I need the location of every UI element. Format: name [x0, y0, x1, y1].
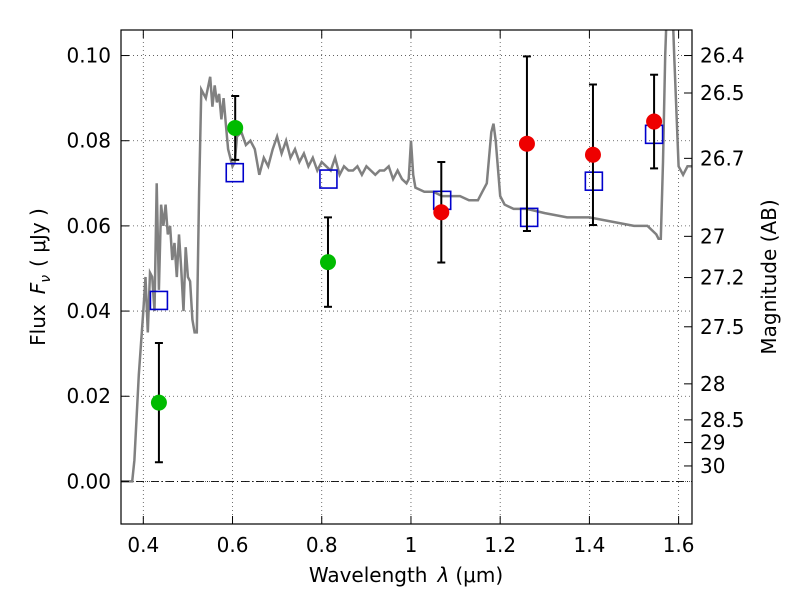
model-photometry-square [149, 290, 169, 311]
observed-flux-point [150, 394, 167, 411]
grid-lines [121, 30, 692, 524]
magnitude-tick-label: 26.7 [700, 146, 745, 170]
observed-flux-point [319, 254, 336, 271]
y-tick-label: 0.04 [66, 299, 111, 323]
y-tick-label: 0.08 [66, 129, 111, 153]
x-tick-label: 1.2 [484, 533, 516, 557]
y-tick-label: 0.10 [66, 44, 111, 68]
y-tick-label: 0.00 [66, 469, 111, 493]
x-tick-label: 1 [405, 533, 418, 557]
magnitude-axis-label: Magnitude (AB) [757, 199, 781, 354]
observed-flux-point [518, 135, 535, 152]
y-tick-label: 0.02 [66, 384, 111, 408]
magnitude-tick-label: 27.5 [700, 315, 745, 339]
y-tick-label: 0.06 [66, 214, 111, 238]
x-tick-label: 0.6 [217, 533, 249, 557]
observed-flux-point [646, 113, 663, 130]
y-axis-label: FluxFν( μJy ) [26, 208, 54, 346]
x-tick-label: 0.4 [127, 533, 159, 557]
observed-flux-point [433, 204, 450, 221]
model-photometry-square [319, 169, 338, 189]
model-photometry-square [225, 162, 245, 183]
magnitude-tick-label: 28 [700, 372, 725, 396]
magnitude-tick-label: 30 [700, 454, 725, 478]
plot-frame [120, 29, 693, 525]
x-tick-label: 1.4 [573, 533, 605, 557]
magnitude-tick-label: 28.5 [700, 408, 745, 432]
magnitude-tick-label: 27 [700, 224, 725, 248]
model-spectrum-line [121, 30, 692, 483]
data-markers [149, 55, 664, 464]
model-photometry-square [519, 207, 539, 228]
magnitude-tick-label: 27.2 [700, 266, 745, 290]
observed-flux-point [584, 146, 601, 163]
magnitude-tick-label: 29 [700, 431, 725, 455]
axis-ticks: 0.4 0.6 0.8 1 1.2 1.4 1.6 0.00 0.02 0.04 0.06 0.08 0… [66, 30, 745, 557]
x-tick-label: 0.8 [306, 533, 338, 557]
x-axis-label: Wavelength λ (μm) [309, 563, 503, 587]
observed-flux-point [227, 119, 244, 136]
magnitude-tick-label: 26.4 [700, 44, 745, 68]
x-tick-label: 1.6 [663, 533, 695, 557]
magnitude-tick-label: 26.5 [700, 81, 745, 105]
